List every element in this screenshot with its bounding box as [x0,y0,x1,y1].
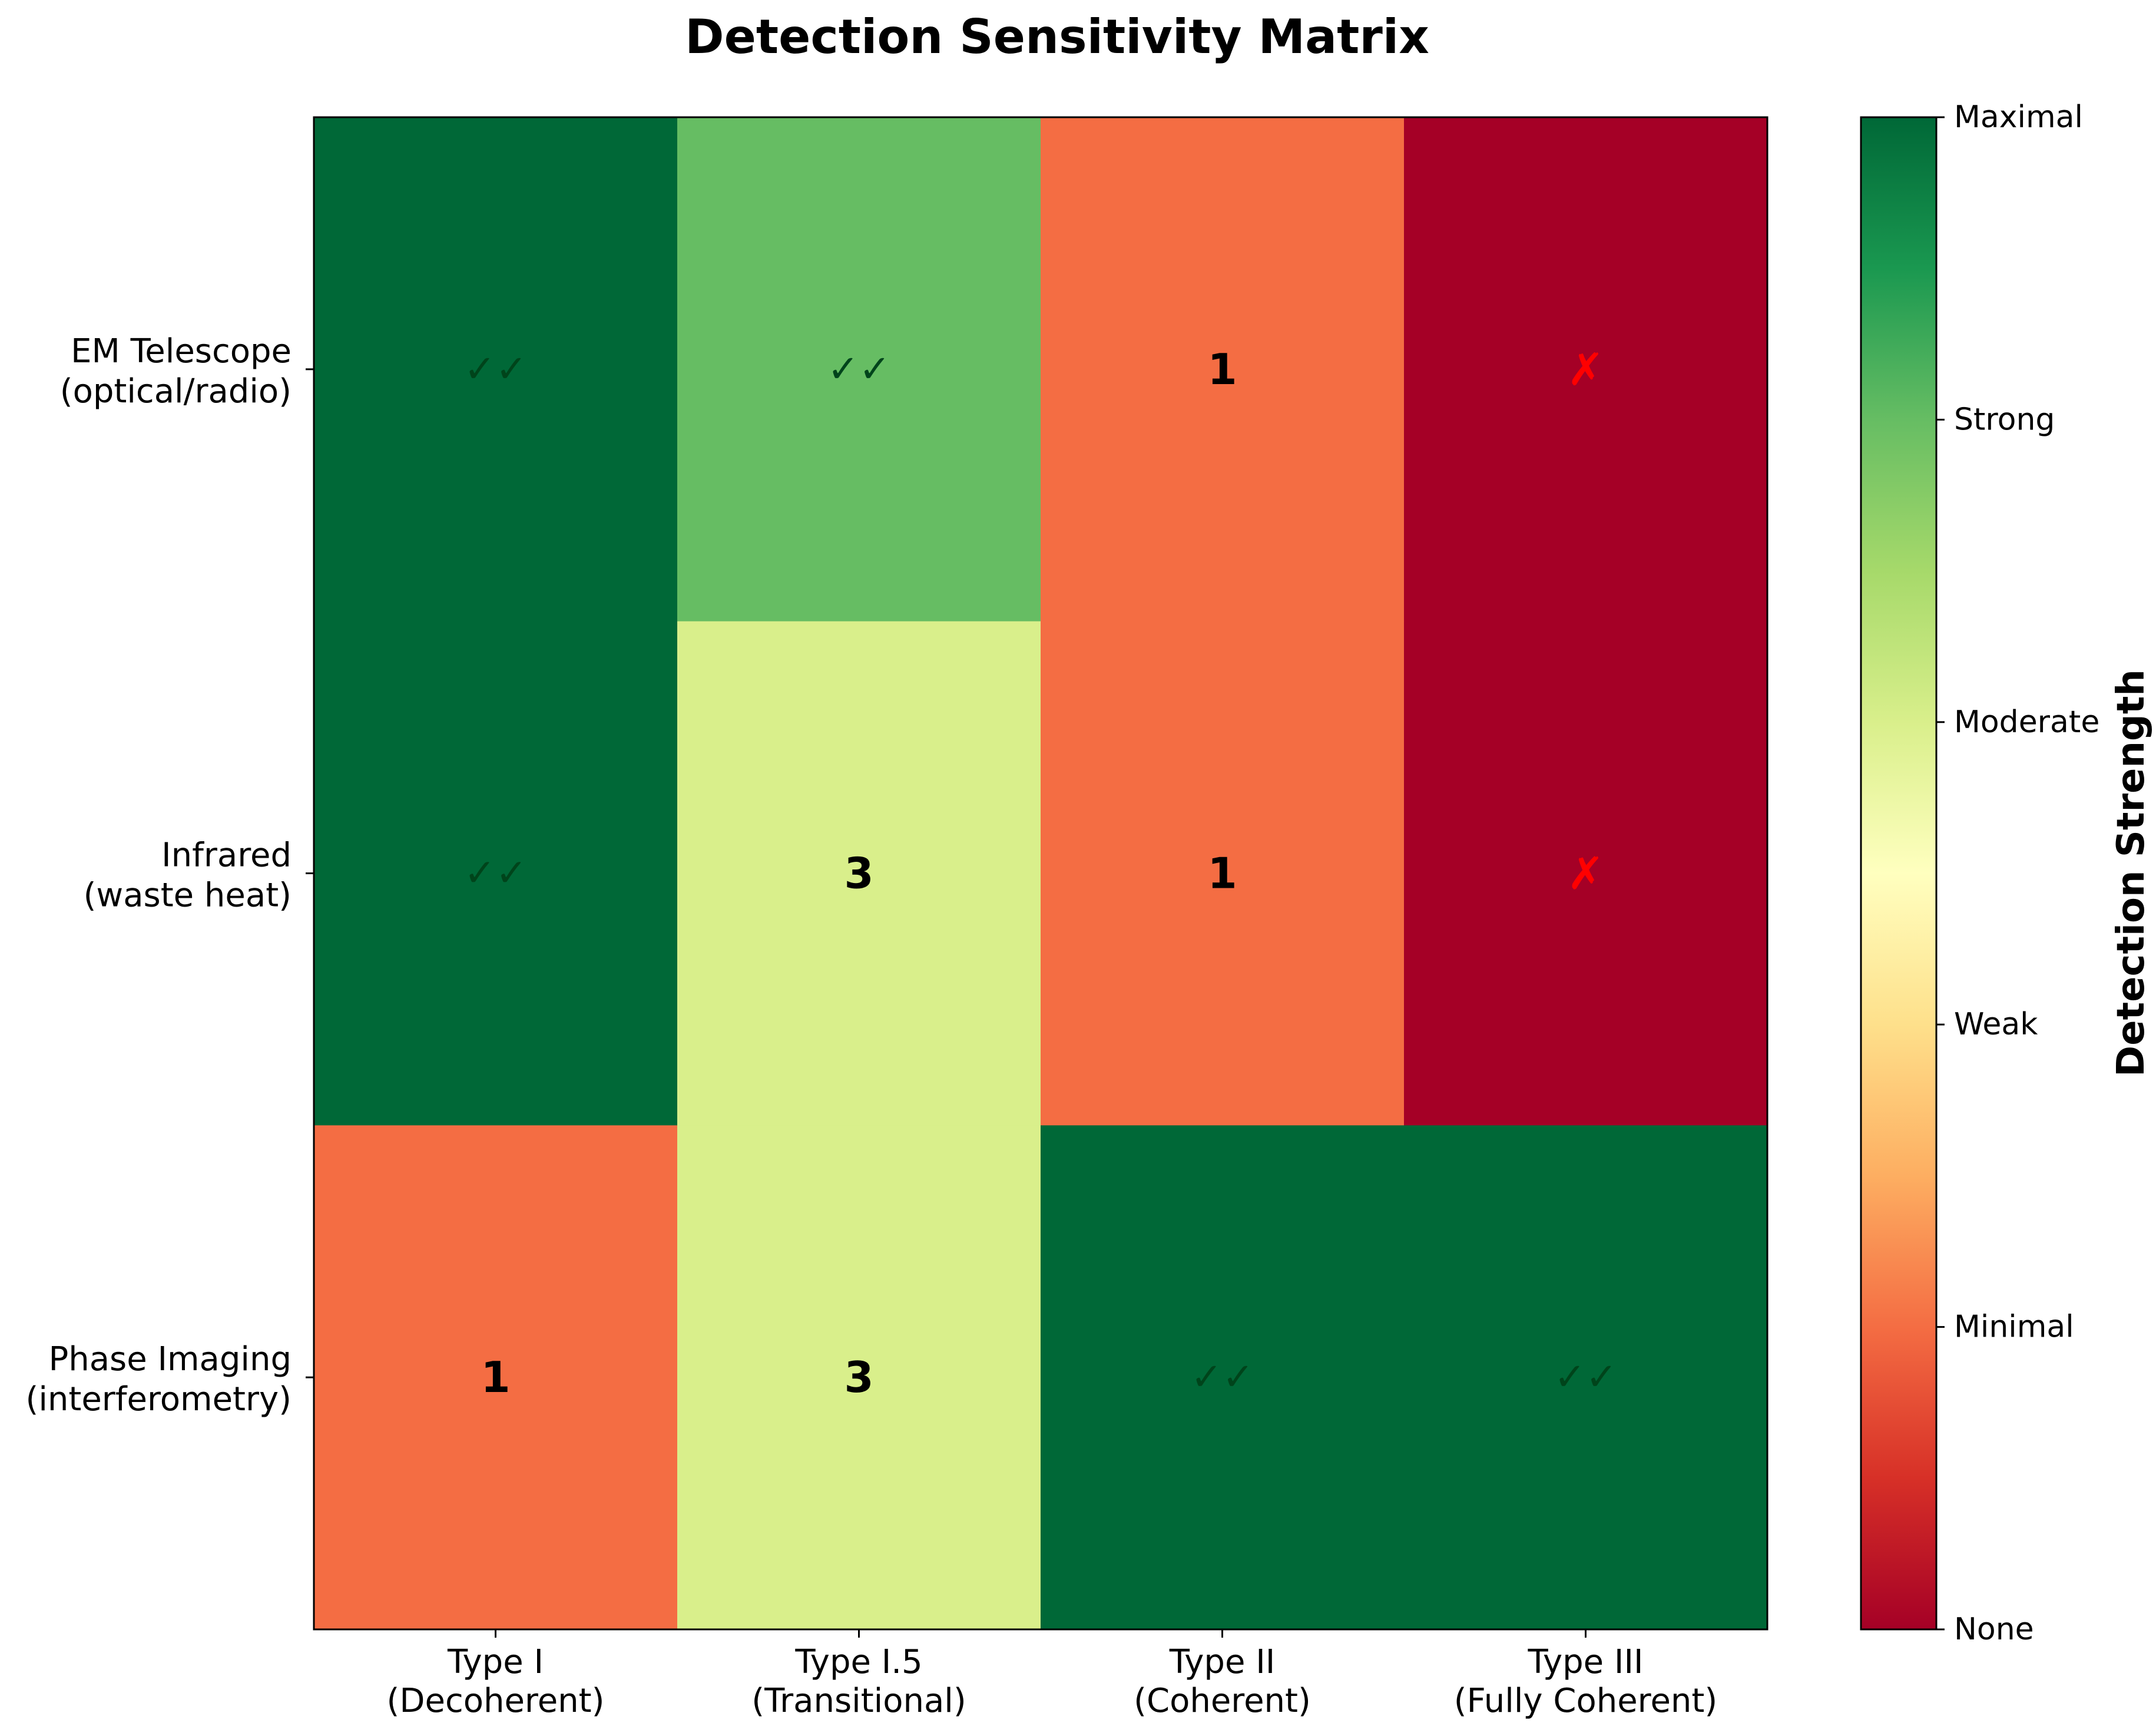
colorbar-tick-label: Moderate [1954,705,2099,740]
cell-annotation: ✓✓ [464,852,527,895]
x-tick-sublabel: (Transitional) [751,1682,966,1720]
x-tick-sublabel: (Fully Coherent) [1454,1682,1717,1720]
heatmap-cell [1404,117,1768,622]
heatmap-cell [1041,1125,1405,1630]
x-tick-label: Type I.5 [794,1643,922,1681]
x-axis: Type I(Decoherent) Type I.5(Transitional)… [387,1629,1717,1720]
x-tick-sublabel: (Decoherent) [387,1682,605,1720]
x-tick-label: Type I [447,1643,544,1681]
heatmap-cell [677,1125,1041,1630]
heatmap-cell [1404,1125,1768,1630]
cell-annotation: ✓✓ [827,348,890,391]
heatmap-cell [1041,621,1405,1126]
cell-annotation: ✗ [1567,847,1605,900]
colorbar-tick-label: Strong [1954,402,2055,437]
y-tick-sublabel: (optical/radio) [60,372,292,411]
heatmap-cells [314,117,1768,1630]
y-tick-label: EM Telescope [71,332,292,371]
colorbar-gradient [1860,116,1938,1631]
cell-annotation: 3 [844,849,873,898]
cell-annotation: 1 [1207,849,1237,898]
chart-title: Detection Sensitivity Matrix [685,9,1429,64]
cell-annotations: ✓✓ ✓✓ 1 ✗ ✓✓ 3 1 ✗ 1 3 ✓✓ ✓✓ [464,343,1617,1402]
heatmap-cell [677,117,1041,622]
cell-annotation: ✓✓ [1191,1355,1254,1399]
y-tick-label: Infrared [161,836,292,875]
colorbar-tick-label: Maximal [1954,100,2083,135]
cell-annotation: 3 [844,1353,873,1402]
colorbar-tick-label: None [1954,1612,2034,1647]
cell-annotation: 1 [1207,345,1237,394]
x-tick-sublabel: (Coherent) [1134,1682,1311,1720]
y-axis: EM Telescope(optical/radio) Infrared(wast… [25,332,314,1419]
cell-annotation: ✓✓ [464,348,527,391]
y-tick-label: Phase Imaging [48,1340,292,1378]
y-tick-sublabel: (waste heat) [84,877,292,915]
heatmap-cell [677,621,1041,1126]
heatmap-cell [1404,621,1768,1126]
cell-annotation: ✗ [1567,343,1605,395]
colorbar-tick-label: Minimal [1954,1310,2074,1345]
colorbar: None Minimal Weak Moderate Strong Maximal [1860,100,2099,1647]
colorbar-tick-label: Weak [1954,1007,2038,1042]
heatmap-cell [314,621,678,1126]
x-tick-label: Type II [1169,1643,1275,1681]
colorbar-title: Detection Strength [2109,669,2153,1077]
heatmap-cell [314,1125,678,1630]
x-tick-label: Type III [1528,1643,1644,1681]
cell-annotation: ✓✓ [1554,1355,1617,1399]
heatmap-cell [1041,117,1405,622]
cell-annotation: 1 [481,1353,510,1402]
heatmap-cell [314,117,678,622]
y-tick-sublabel: (interferometry) [25,1380,292,1419]
